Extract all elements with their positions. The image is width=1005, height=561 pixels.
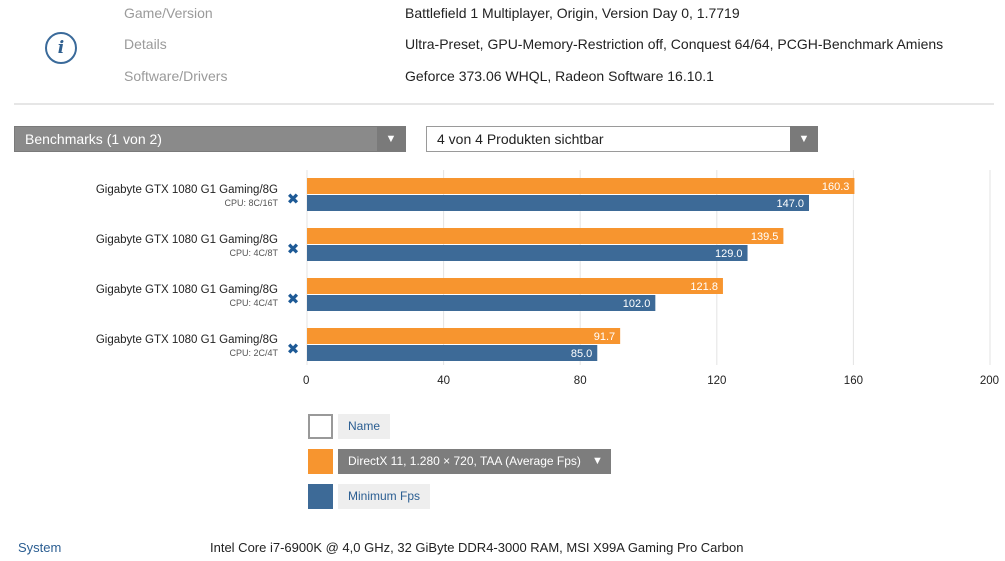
system-label[interactable]: System bbox=[18, 540, 62, 555]
info-key: Details bbox=[124, 36, 167, 52]
remove-icon[interactable]: ✖ bbox=[287, 291, 300, 308]
info-row-details: Details Ultra-Preset, GPU-Memory-Restric… bbox=[0, 36, 1005, 60]
category-name: Gigabyte GTX 1080 G1 Gaming/8G bbox=[96, 334, 278, 346]
info-row-game: Game/Version Battlefield 1 Multiplayer, … bbox=[0, 5, 1005, 29]
x-tick-label: 40 bbox=[437, 375, 450, 387]
product-select[interactable]: 4 von 4 Produkten sichtbar ▼ bbox=[426, 126, 818, 152]
category-name: Gigabyte GTX 1080 G1 Gaming/8G bbox=[96, 284, 278, 296]
benchmark-select[interactable]: Benchmarks (1 von 2) ▼ bbox=[14, 126, 406, 152]
x-tick-label: 120 bbox=[707, 375, 726, 387]
legend-swatch-name[interactable] bbox=[308, 414, 333, 439]
remove-icon[interactable]: ✖ bbox=[287, 341, 300, 358]
bar bbox=[307, 278, 723, 294]
remove-icon[interactable]: ✖ bbox=[287, 241, 300, 258]
bar-value-label: 147.0 bbox=[776, 198, 804, 210]
legend-swatch-average[interactable] bbox=[308, 449, 333, 474]
remove-icon[interactable]: ✖ bbox=[287, 191, 300, 208]
bar-value-label: 139.5 bbox=[751, 231, 779, 243]
product-select-label: 4 von 4 Produkten sichtbar bbox=[437, 131, 604, 147]
bar bbox=[307, 228, 784, 244]
info-row-software: Software/Drivers Geforce 373.06 WHQL, Ra… bbox=[0, 68, 1005, 92]
bar-value-label: 129.0 bbox=[715, 248, 743, 260]
x-tick-label: 80 bbox=[574, 375, 587, 387]
legend-name-label[interactable]: Name bbox=[338, 414, 391, 439]
legend-minimum-label[interactable]: Minimum Fps bbox=[338, 484, 431, 509]
system-value: Intel Core i7-6900K @ 4,0 GHz, 32 GiByte… bbox=[210, 540, 744, 555]
info-key: Software/Drivers bbox=[124, 68, 228, 84]
bar-value-label: 121.8 bbox=[690, 281, 718, 293]
bar bbox=[307, 195, 810, 211]
info-icon: i bbox=[45, 32, 77, 64]
bar bbox=[307, 245, 748, 261]
x-tick-label: 0 bbox=[303, 375, 309, 387]
bar bbox=[307, 345, 598, 361]
info-value: Battlefield 1 Multiplayer, Origin, Versi… bbox=[405, 5, 740, 21]
info-key: Game/Version bbox=[124, 5, 213, 21]
category-name: Gigabyte GTX 1080 G1 Gaming/8G bbox=[96, 184, 278, 196]
chevron-down-icon[interactable]: ▼ bbox=[790, 126, 818, 152]
legend-swatch-minimum[interactable] bbox=[308, 484, 333, 509]
bar-value-label: 85.0 bbox=[571, 348, 592, 360]
benchmark-select-label: Benchmarks (1 von 2) bbox=[25, 131, 162, 147]
info-value: Ultra-Preset, GPU-Memory-Restriction off… bbox=[405, 36, 944, 52]
chevron-down-icon[interactable]: ▼ bbox=[592, 455, 603, 467]
info-value: Geforce 373.06 WHQL, Radeon Software 16.… bbox=[405, 68, 714, 84]
category-cpu: CPU: 8C/16T bbox=[224, 198, 278, 208]
x-tick-label: 200 bbox=[980, 375, 999, 387]
bar bbox=[307, 178, 855, 194]
category-cpu: CPU: 4C/4T bbox=[229, 298, 278, 308]
legend-average-select[interactable]: DirectX 11, 1.280 × 720, TAA (Average Fp… bbox=[338, 449, 611, 474]
category-name: Gigabyte GTX 1080 G1 Gaming/8G bbox=[96, 234, 278, 246]
benchmark-chart: 0 40 80 120 160 200 Gigabyte GTX 1080 G1 Gamin… bbox=[96, 170, 999, 387]
divider bbox=[14, 103, 994, 105]
category-cpu: CPU: 4C/8T bbox=[229, 248, 278, 258]
chevron-down-icon[interactable]: ▼ bbox=[377, 126, 405, 152]
bar bbox=[307, 295, 656, 311]
bar bbox=[307, 328, 621, 344]
bar-value-label: 102.0 bbox=[623, 298, 651, 310]
bar-value-label: 91.7 bbox=[594, 331, 615, 343]
x-tick-label: 160 bbox=[844, 375, 863, 387]
bar-value-label: 160.3 bbox=[822, 181, 850, 193]
category-cpu: CPU: 2C/4T bbox=[229, 348, 278, 358]
legend-average-label: DirectX 11, 1.280 × 720, TAA (Average Fp… bbox=[348, 454, 581, 468]
